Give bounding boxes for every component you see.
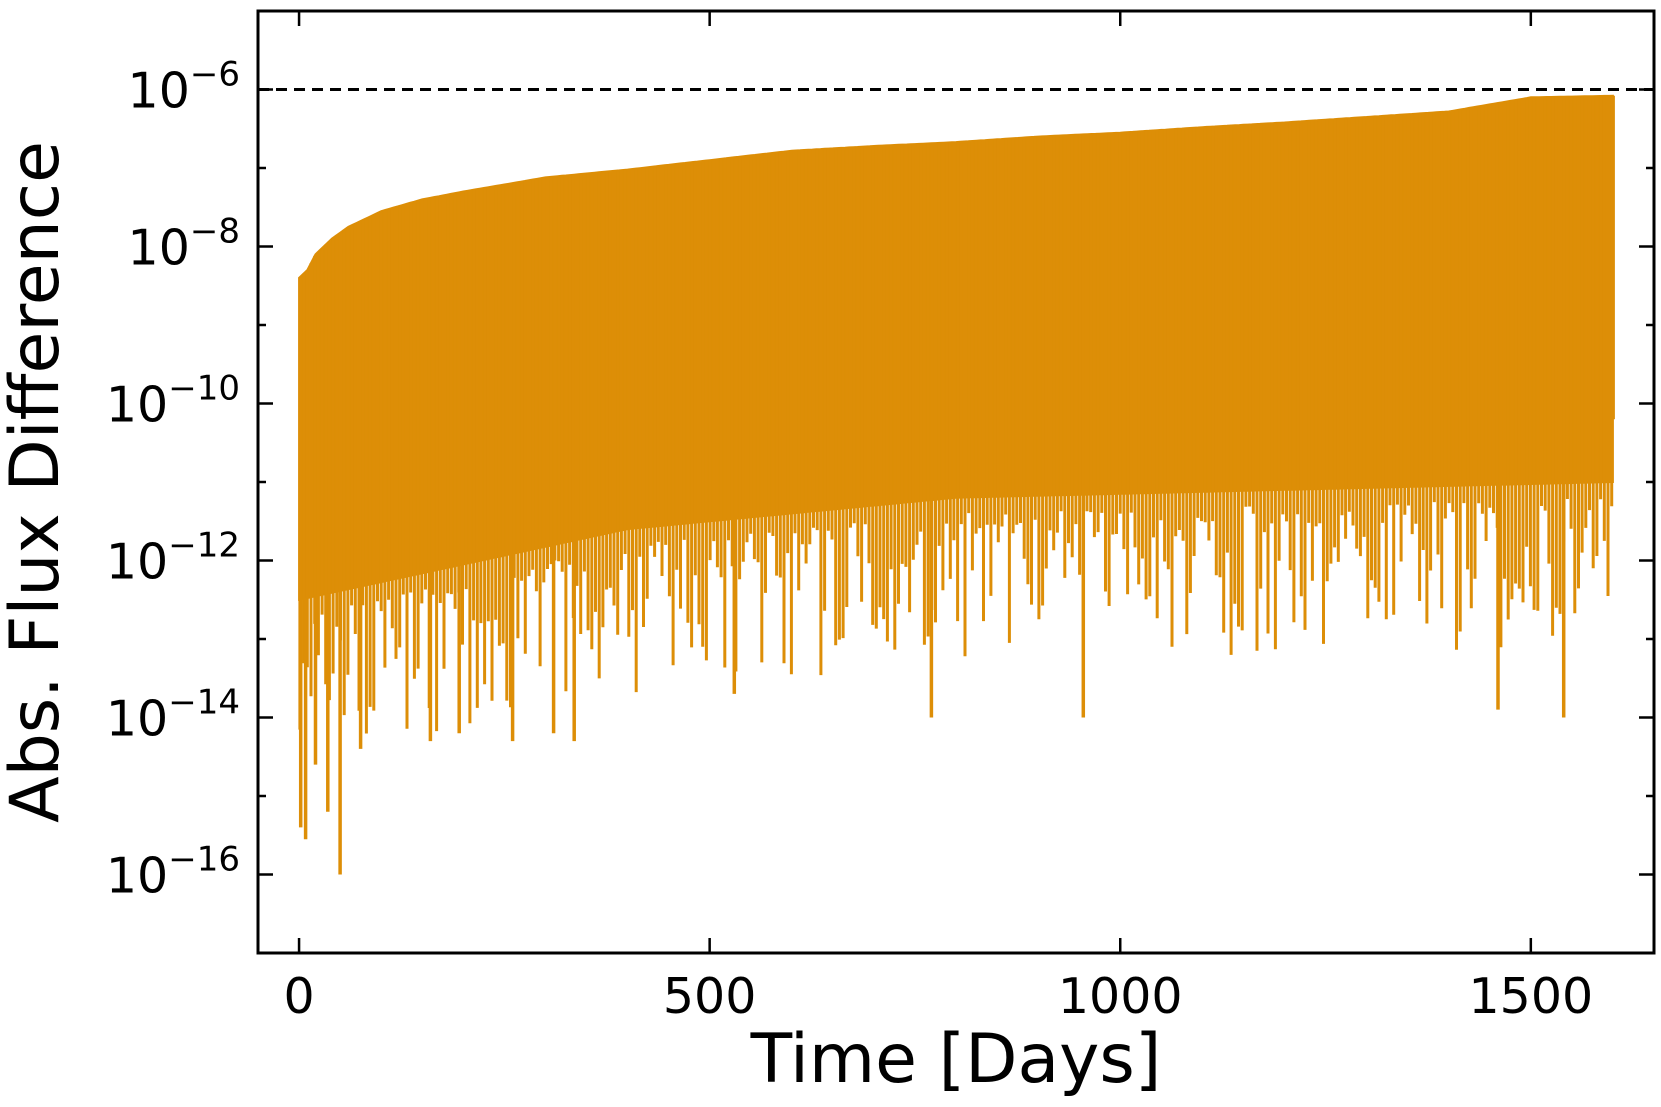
- y-tick-label: 10−8: [128, 212, 240, 277]
- x-tick-label: 1000: [1058, 968, 1183, 1025]
- series-layer: [298, 94, 1615, 875]
- x-tick-label: 500: [663, 968, 757, 1025]
- x-axis-title: Time [Days]: [750, 1020, 1162, 1099]
- x-axis: 0 500 1000 1500: [283, 11, 1593, 1025]
- y-axis: 10−6 10−8 10−10 10−12 10−14 10−16: [106, 9, 1654, 955]
- y-tick-label: 10−6: [128, 55, 240, 120]
- y-axis-title: Abs. Flux Difference: [0, 141, 75, 823]
- x-tick-label: 0: [283, 968, 314, 1025]
- y-tick-label: 10−14: [106, 683, 240, 748]
- y-tick-label: 10−10: [106, 369, 240, 434]
- y-tick-label: 10−16: [106, 840, 240, 905]
- plot-area: [256, 9, 1656, 955]
- y-tick-label: 10−12: [106, 526, 240, 591]
- x-tick-label: 1500: [1468, 968, 1593, 1025]
